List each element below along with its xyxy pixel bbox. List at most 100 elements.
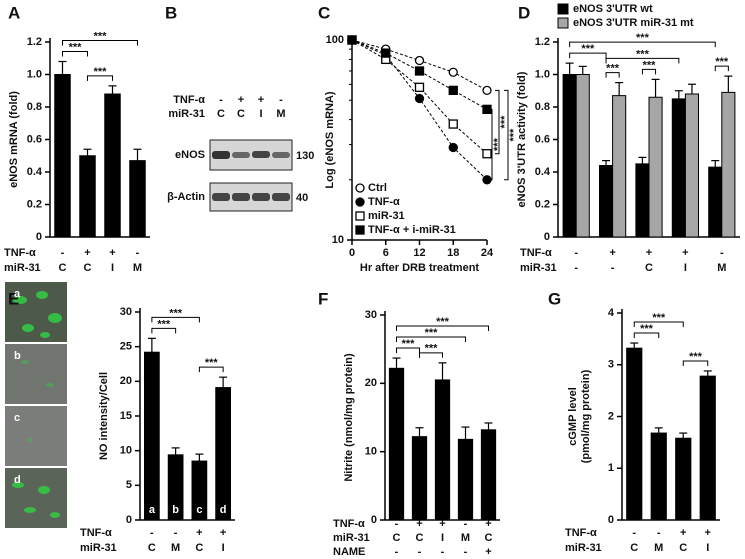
legend-label: TNF-α xyxy=(368,196,400,208)
significance-label: *** xyxy=(508,128,520,142)
significance-label: *** xyxy=(492,137,504,151)
condition-label: + xyxy=(646,247,652,259)
marker xyxy=(381,48,391,58)
condition-label: C xyxy=(679,542,687,554)
condition-name: NAME xyxy=(333,546,365,558)
y-tick-label: 10 xyxy=(365,446,377,458)
bar xyxy=(480,429,497,521)
y-tick-label: 1.0 xyxy=(535,68,550,80)
condition-label: - xyxy=(174,527,178,539)
condition-label: - xyxy=(136,247,140,259)
legend-swatch xyxy=(557,3,569,15)
significance-label: *** xyxy=(652,312,666,324)
significance-label: *** xyxy=(402,338,416,350)
y-tick-label: 10 xyxy=(120,445,132,457)
image-label: a xyxy=(14,288,21,300)
significance-label: *** xyxy=(499,115,511,129)
band xyxy=(252,193,270,201)
significance-label: *** xyxy=(715,56,729,68)
y-tick-label: 1.0 xyxy=(27,68,42,80)
y-tick-label: 5 xyxy=(126,479,132,491)
condition-name: TNF-α xyxy=(333,518,365,530)
y-tick-label: 0.2 xyxy=(535,198,550,210)
condition-label: + xyxy=(109,247,115,259)
y-tick-label: 0.6 xyxy=(535,133,550,145)
y-axis-label: eNOS 3'UTR activity (fold) xyxy=(516,71,528,207)
condition-name: TNF-α xyxy=(80,527,112,539)
condition-name: TNF-α xyxy=(4,247,36,259)
significance-bracket xyxy=(151,316,200,323)
significance-bracket xyxy=(62,40,138,46)
significance-label: *** xyxy=(425,343,439,355)
significance-bracket xyxy=(488,108,493,181)
bar xyxy=(144,351,160,521)
condition-name: TNF-α xyxy=(520,247,552,259)
significance-label: *** xyxy=(581,43,595,55)
condition-label: I xyxy=(111,262,114,274)
y-tick-label: 0.6 xyxy=(27,133,42,145)
y-tick-label: 30 xyxy=(365,309,377,321)
bar xyxy=(562,74,577,238)
marker xyxy=(414,55,425,66)
bar xyxy=(388,367,405,521)
legend-label: TNF-α + i-miR-31 xyxy=(368,224,456,236)
y-tick-label: 20 xyxy=(365,377,377,389)
band xyxy=(252,151,270,158)
significance-bracket xyxy=(633,332,660,339)
condition-label: + xyxy=(682,247,688,259)
band xyxy=(232,193,250,201)
panel-label: D xyxy=(518,3,530,22)
condition-label: + xyxy=(609,247,615,259)
y-tick-label: 25 xyxy=(120,341,132,353)
y-tick-label: 0.8 xyxy=(27,101,42,113)
image-label: d xyxy=(14,474,21,486)
y-tick-label: 0 xyxy=(544,231,550,243)
significance-bracket xyxy=(641,68,657,75)
legend-marker xyxy=(355,225,365,235)
marker xyxy=(347,35,357,45)
legend-label: eNOS 3'UTR miR-31 mt xyxy=(573,17,694,29)
condition-label: + xyxy=(439,518,445,530)
condition-name: miR-31 xyxy=(4,262,41,274)
y-tick-label: 0.8 xyxy=(535,101,550,113)
panel-label: F xyxy=(318,289,328,308)
legend-marker xyxy=(355,183,365,193)
significance-label: *** xyxy=(640,323,654,335)
condition-label: I xyxy=(222,542,225,554)
condition-name: miR-31 xyxy=(80,542,117,554)
lane-label: + xyxy=(238,94,244,106)
lane-label: + xyxy=(258,94,264,106)
y-tick-label: 3 xyxy=(608,359,614,371)
significance-label: *** xyxy=(436,316,450,328)
bar xyxy=(721,91,736,238)
condition-label: - xyxy=(418,546,422,558)
micrograph xyxy=(5,344,67,404)
bar xyxy=(575,74,590,238)
significance-bracket xyxy=(62,51,88,57)
significance-bracket xyxy=(504,89,509,181)
significance-label: *** xyxy=(157,318,171,330)
significance-bracket xyxy=(605,72,620,78)
lane-label: - xyxy=(279,94,283,106)
micrograph xyxy=(5,282,67,342)
bar xyxy=(434,379,451,521)
bar xyxy=(648,96,663,238)
bar-label: c xyxy=(196,504,202,516)
condition-label: - xyxy=(632,527,636,539)
condition-label: C xyxy=(416,532,424,544)
condition-label: - xyxy=(61,247,65,259)
marker xyxy=(482,85,492,96)
y-tick-label: 0 xyxy=(608,514,614,526)
lane-condition-name: TNF-α xyxy=(173,94,205,106)
y-tick-label: 1.2 xyxy=(535,36,550,48)
significance-bracket xyxy=(569,41,716,48)
image-label: b xyxy=(14,350,21,362)
panel-label: A xyxy=(8,3,20,22)
panel-label: G xyxy=(548,289,561,308)
condition-label: M xyxy=(171,542,180,554)
marker xyxy=(414,93,425,104)
band xyxy=(212,193,230,201)
significance-label: *** xyxy=(636,48,650,60)
significance-bracket xyxy=(633,321,684,328)
